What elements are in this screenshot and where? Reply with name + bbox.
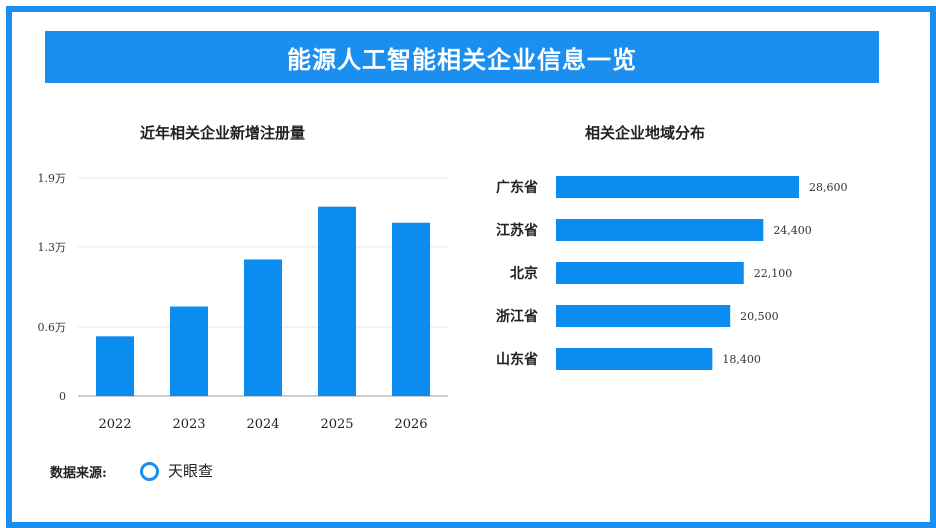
x-tick-label: 2026 (394, 417, 427, 432)
source-name: 天眼查 (168, 462, 214, 480)
y-tick-label: 0 (59, 390, 66, 403)
chart-frame (6, 6, 936, 528)
value-label: 28,600 (809, 181, 848, 194)
hbar-3 (556, 305, 731, 327)
value-label: 22,100 (754, 267, 793, 280)
source-label: 数据来源: (50, 466, 107, 481)
value-label: 24,400 (773, 224, 812, 237)
left-chart-title: 近年相关企业新增注册量 (140, 124, 306, 142)
region-label: 北京 (510, 265, 538, 282)
x-tick-label: 2024 (246, 417, 279, 432)
y-tick-label: 0.6万 (38, 321, 67, 334)
hbar-2 (556, 262, 744, 284)
value-label: 20,500 (740, 310, 779, 323)
x-tick-label: 2023 (172, 417, 205, 432)
hbar-1 (556, 219, 764, 241)
x-tick-label: 2022 (98, 417, 131, 432)
bar-2022 (96, 336, 134, 396)
right-chart-title: 相关企业地域分布 (585, 124, 706, 142)
hbar-4 (556, 348, 713, 370)
bar-2024 (244, 259, 282, 396)
tianyancha-logo-icon (140, 462, 159, 481)
region-label: 广东省 (496, 179, 538, 196)
x-tick-label: 2025 (320, 417, 353, 432)
region-label: 浙江省 (496, 308, 538, 325)
bar-2025 (318, 206, 356, 396)
region-label: 江苏省 (496, 222, 538, 239)
region-label: 山东省 (496, 351, 538, 368)
value-label: 18,400 (722, 353, 761, 366)
hbar-0 (556, 176, 799, 198)
bar-2026 (392, 222, 430, 396)
page-title: 能源人工智能相关企业信息一览 (45, 31, 879, 83)
bar-2023 (170, 306, 208, 396)
y-tick-label: 1.9万 (38, 172, 67, 185)
y-tick-label: 1.3万 (38, 241, 67, 254)
